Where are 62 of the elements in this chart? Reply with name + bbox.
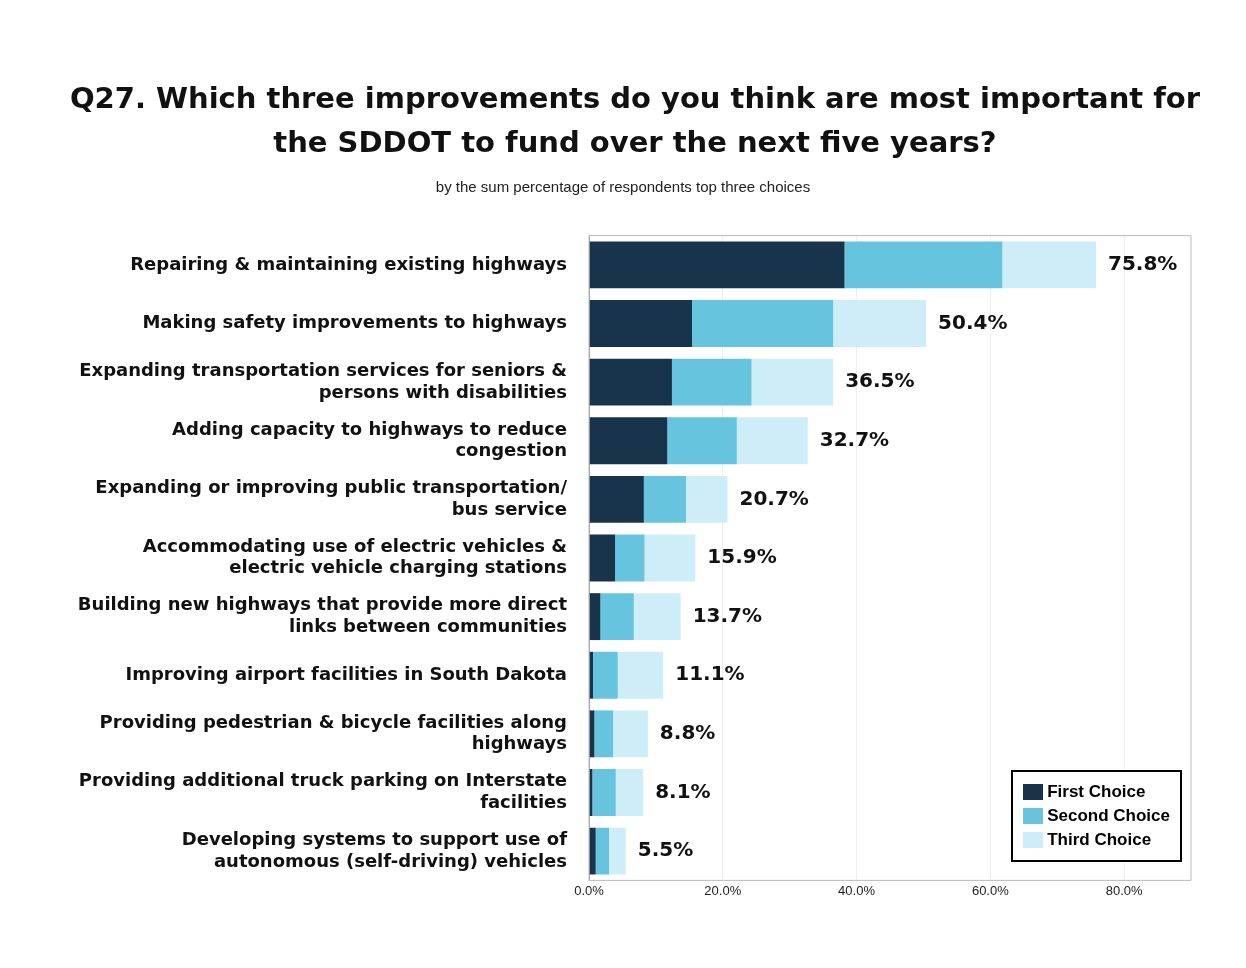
bar: [1002, 241, 1097, 289]
y-tick-label: Improving airport facilities in South Dakota: [125, 662, 567, 684]
total-label: 13.7%: [692, 602, 763, 627]
chart-subtitle: by the sum percentage of respondents top three choices: [434, 178, 812, 195]
bar: [589, 300, 693, 347]
bar: [600, 593, 634, 641]
bar: [844, 241, 1003, 289]
x-tick-label: 80.0%: [1105, 882, 1143, 898]
x-tick-label: 40.0%: [838, 882, 876, 898]
y-tick-label: Repairing & maintaining existing highways: [130, 252, 567, 274]
bar: [613, 710, 648, 758]
y-tick-label: Accommodating use of electric vehicles & electric vehicle charging stations: [142, 534, 567, 578]
legend-label: First Choice: [1047, 782, 1146, 802]
y-tick-label: Making safety improvements to highways: [142, 311, 567, 333]
bar: [615, 534, 645, 582]
total-label: 8.1%: [655, 778, 711, 803]
total-label: 8.8%: [659, 720, 716, 745]
legend-label: Second Choice: [1047, 806, 1170, 826]
x-tick-label: 0.0%: [574, 882, 605, 898]
total-label: 15.9%: [707, 544, 777, 569]
bar: [589, 534, 616, 582]
bar: [644, 534, 696, 582]
bar: [736, 417, 808, 465]
bar: [692, 300, 834, 347]
bar: [589, 241, 845, 289]
y-tick-label: Providing pedestrian & bicycle facilities along highways: [99, 710, 567, 754]
y-tick-label: Providing additional truck parking on Interstate facilities: [78, 769, 567, 812]
bar: [685, 475, 728, 523]
bar: [833, 300, 927, 347]
total-label: 11.1%: [675, 661, 745, 686]
bar: [633, 593, 681, 641]
total-label: 20.7%: [739, 485, 809, 510]
legend-label: Third Choice: [1047, 830, 1152, 850]
total-label: 32.7%: [819, 426, 890, 451]
bar: [615, 769, 644, 816]
bar: [589, 417, 668, 465]
y-tick-label: Developing systems to support use of autonomous (self-driving) vehicles: [181, 827, 568, 871]
x-tick-label: 60.0%: [971, 882, 1010, 898]
y-tick-label: Adding capacity to highways to reduce congestion: [172, 417, 567, 461]
y-tick-label: Expanding or improving public transportation/ bus service: [95, 476, 568, 519]
bar: [589, 475, 644, 523]
bar: [667, 417, 737, 465]
total-label: 75.8%: [1108, 251, 1178, 276]
bar: [589, 827, 596, 875]
bar: [751, 358, 834, 406]
y-tick-label: Building new highways that provide more direct links between communities: [77, 593, 568, 637]
bar: [593, 651, 618, 699]
bar: [594, 710, 614, 758]
bar: [609, 827, 626, 875]
y-tick-label: Expanding transportation services for seniors & persons with disabilities: [79, 359, 567, 402]
x-tick-label: 20.0%: [704, 882, 742, 898]
bar: [617, 651, 664, 699]
bar: [595, 827, 610, 875]
total-label: 5.5%: [637, 837, 694, 862]
bar: [592, 769, 616, 816]
bar: [589, 593, 601, 641]
bar: [643, 475, 686, 523]
total-label: 36.5%: [845, 368, 915, 393]
bar: [589, 358, 672, 406]
chart-title: Q27. Which three improvements do you think are most important for the SDDOT to fund over the next five years?: [68, 80, 1202, 161]
total-label: 50.4%: [938, 309, 1008, 334]
bar: [671, 358, 752, 406]
